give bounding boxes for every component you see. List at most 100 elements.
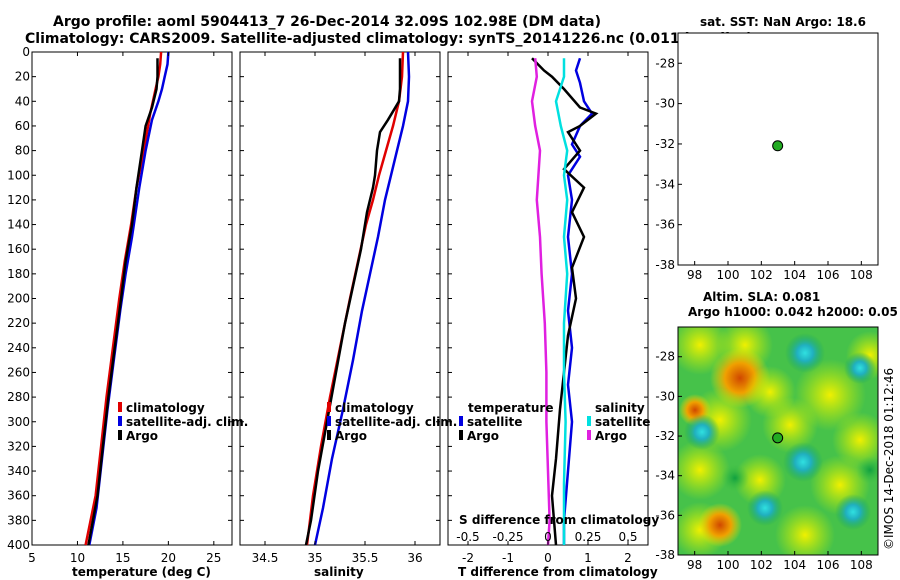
depth-tick-label: 120 (7, 193, 30, 207)
salinity-legend: climatology satellite-adj. clim. Argo (327, 401, 457, 443)
map-x-tick-label: 98 (687, 268, 702, 282)
legend-t-satellite: satellite (467, 415, 522, 429)
map-y-tick-label: -36 (655, 508, 675, 522)
x-tick-label: 5 (28, 551, 36, 565)
difference-series (530, 57, 599, 546)
depth-tick-label: 360 (7, 489, 30, 503)
temperature-series (84, 51, 170, 546)
argo-location-marker (772, 140, 784, 152)
legend-argo: Argo (126, 429, 158, 443)
copyright-label: ©IMOS 14-Dec-2018 01:12:46 (882, 368, 896, 550)
s-tick-label: 0 (544, 530, 552, 544)
legend-swatch-s-argo (587, 430, 591, 440)
map-y-tick-label: -34 (655, 469, 675, 483)
legend-climatology: climatology (126, 401, 205, 415)
depth-tick-label: 380 (7, 513, 30, 527)
legend-swatch-climatology (118, 402, 122, 412)
depth-tick-label: 40 (15, 94, 30, 108)
legend-swatch-satellite (327, 416, 331, 426)
legend-title-temperature: temperature (468, 401, 553, 415)
depth-tick-label: 400 (7, 538, 30, 552)
temperature-panel (31, 51, 233, 546)
salinity-series (304, 51, 411, 546)
series-line-s-argo (530, 58, 551, 546)
legend-swatch-climatology (327, 402, 331, 412)
depth-tick-label: 60 (15, 119, 30, 133)
series-line-argo (304, 58, 402, 546)
map-x-tick-label: 98 (687, 558, 702, 572)
axis-ticks: 5 10 15 20 25 34.5 35 35.5 36 -2 -1 0 1 2 -0.5 -0.25 0 0.… (28, 51, 648, 565)
map-x-tick-label: 106 (817, 558, 840, 572)
legend-argo: Argo (335, 429, 367, 443)
map-y-tick-label: -28 (655, 56, 675, 70)
temperature-xlabel: temperature (deg C) (72, 565, 211, 579)
map-x-tick-label: 102 (750, 268, 773, 282)
depth-axis: 0 20 40 60 80 100 120 140 160 180 200 220 240 260 280 3… (7, 45, 30, 552)
depth-tick-label: 300 (7, 415, 30, 429)
x-tick-label: 10 (70, 551, 85, 565)
s-tick-label: -0.5 (456, 530, 479, 544)
map-x-tick-label: 104 (783, 558, 806, 572)
sst-map-ticks: 98 100 102 104 106 108 -28 -30 -32 -34 -36 -38 (655, 56, 872, 282)
map-x-tick-label: 104 (783, 268, 806, 282)
s-difference-label: S difference from climatology (459, 513, 659, 527)
series-line-satellite-adj-clim- (313, 51, 411, 546)
map-y-tick-label: -32 (655, 429, 675, 443)
map-x-tick-label: 108 (850, 268, 873, 282)
legend-swatch-argo (118, 430, 122, 440)
salinity-xlabel: salinity (314, 565, 364, 579)
map-y-tick-label: -36 (655, 218, 675, 232)
x-tick-label: 0 (544, 551, 552, 565)
x-tick-label: 25 (206, 551, 221, 565)
depth-tick-label: 340 (7, 464, 30, 478)
depth-tick-label: 240 (7, 341, 30, 355)
map-x-tick-label: 106 (817, 268, 840, 282)
x-tick-label: 34.5 (252, 551, 279, 565)
legend-title-salinity: salinity (595, 401, 645, 415)
x-tick-label: -2 (462, 551, 474, 565)
x-tick-label: 1 (584, 551, 592, 565)
x-tick-label: 20 (161, 551, 176, 565)
map-y-tick-label: -28 (655, 350, 675, 364)
legend-s-satellite: satellite (595, 415, 650, 429)
legend-swatch-argo (327, 430, 331, 440)
legend-satellite: satellite-adj. clim. (335, 415, 457, 429)
s-tick-label: -0.25 (492, 530, 523, 544)
depth-tick-label: 260 (7, 365, 30, 379)
series-line-t-argo (531, 57, 599, 546)
legend-swatch-s-satellite (587, 416, 591, 426)
legend-t-argo: Argo (467, 429, 499, 443)
series-line-s-satellite (554, 58, 569, 545)
depth-tick-label: 160 (7, 242, 30, 256)
x-tick-label: -1 (502, 551, 514, 565)
series-line-argo (87, 58, 159, 546)
s-tick-label: 0.25 (575, 530, 602, 544)
s-tick-label: 0.5 (618, 530, 637, 544)
argo-height-title: Argo h1000: 0.042 h2000: 0.05 (688, 305, 898, 319)
map-y-tick-label: -32 (655, 137, 675, 151)
x-tick-label: 15 (115, 551, 130, 565)
series-line-climatology (305, 51, 405, 546)
difference-xlabel: T difference from climatology (458, 565, 658, 579)
map-y-tick-label: -38 (655, 548, 675, 562)
sst-title: sat. SST: NaN Argo: 18.6 (700, 15, 866, 29)
x-tick-label: 2 (624, 551, 632, 565)
map-x-tick-label: 100 (717, 558, 740, 572)
title-line-2: Climatology: CARS2009. Satellite-adjuste… (25, 31, 753, 47)
depth-tick-label: 100 (7, 168, 30, 182)
argo-location-marker (772, 432, 784, 444)
legend-swatch-t-satellite (459, 416, 463, 426)
legend-swatch-t-argo (459, 430, 463, 440)
sla-title: Altim. SLA: 0.081 (703, 290, 820, 304)
legend-climatology: climatology (335, 401, 414, 415)
x-tick-label: 36 (407, 551, 422, 565)
x-tick-label: 35 (307, 551, 322, 565)
depth-tick-label: 80 (15, 144, 30, 158)
legend-swatch-satellite (118, 416, 122, 426)
series-line-t-satellite (562, 57, 594, 545)
depth-tick-label: 200 (7, 292, 30, 306)
x-tick-label: 35.5 (352, 551, 379, 565)
depth-tick-label: 320 (7, 439, 30, 453)
legend-s-argo: Argo (595, 429, 627, 443)
